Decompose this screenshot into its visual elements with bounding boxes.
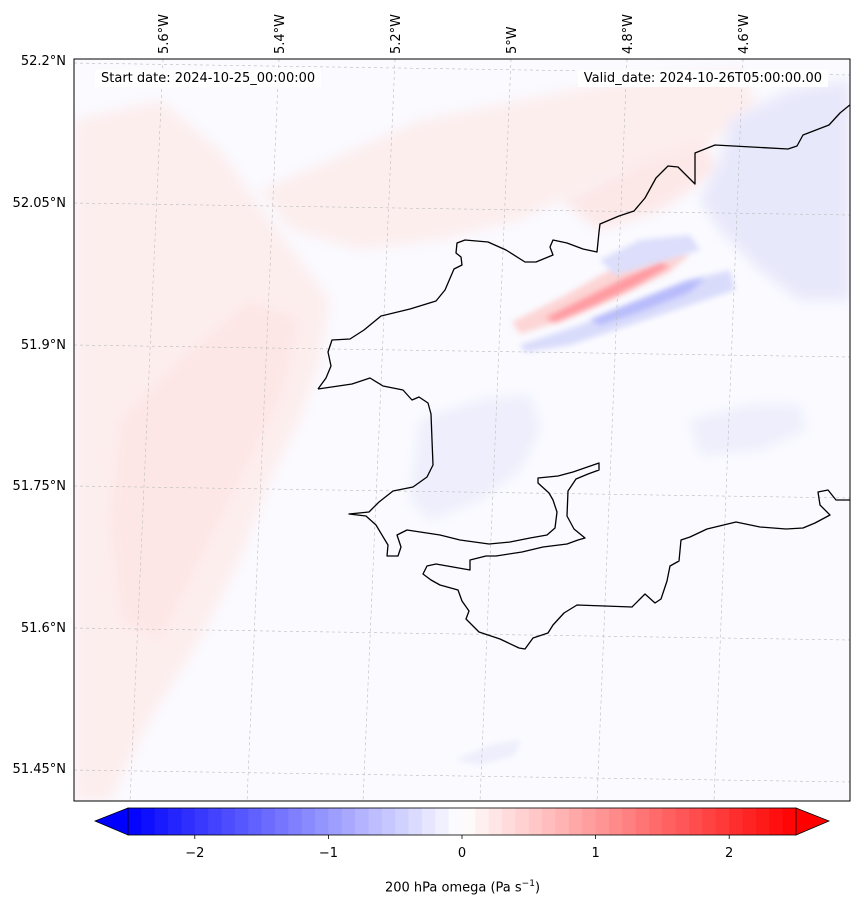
- start-date-label: Start date: 2024-10-25_00:00:00: [95, 70, 322, 87]
- field-negative-south: [455, 740, 520, 765]
- colorbar-bin: [502, 808, 517, 835]
- colorbar-bin: [448, 808, 463, 835]
- field-negative-east: [690, 405, 805, 455]
- field-couplet-negative-core: [590, 278, 705, 325]
- lat-label: 51.9°N: [21, 338, 66, 353]
- colorbar-bin: [568, 808, 583, 835]
- field-couplet-negative-upper: [600, 235, 700, 275]
- field-couplet-positive-core: [545, 262, 670, 322]
- colorbar-bin: [475, 808, 490, 835]
- colorbar-bin: [702, 808, 717, 835]
- colorbar-tick-label: 2: [725, 846, 733, 861]
- colorbar-bin: [355, 808, 370, 835]
- colorbar-bin: [782, 808, 797, 835]
- colorbar-bin: [462, 808, 476, 835]
- colorbar-bin: [181, 808, 196, 835]
- colorbar-bin: [208, 808, 223, 835]
- colorbar-bin: [608, 808, 623, 835]
- colorbar-bin: [528, 808, 543, 835]
- colorbar: −2 −1 0 1 2: [93, 807, 831, 861]
- colorbar-label-close: ): [534, 880, 541, 896]
- colorbar-tick-label: 1: [591, 846, 599, 861]
- colorbar-bin: [582, 808, 597, 835]
- colorbar-bin: [622, 808, 637, 835]
- colorbar-bin: [515, 808, 530, 835]
- colorbar-bin: [635, 808, 650, 835]
- colorbar-bin: [274, 808, 289, 835]
- colorbar-tick-label: −2: [185, 846, 204, 861]
- colorbar-bin: [395, 808, 410, 835]
- colorbar-bin: [368, 808, 383, 835]
- colorbar-bin: [488, 808, 503, 835]
- lat-label: 51.45°N: [13, 762, 66, 777]
- colorbar-bin: [662, 808, 677, 835]
- lat-label: 51.6°N: [21, 621, 66, 636]
- valid-date-label: Valid_date: 2024-10-26T05:00:00.00: [577, 70, 828, 87]
- colorbar-bin: [301, 808, 316, 835]
- colorbar-bin: [542, 808, 557, 835]
- field-negative-ne: [700, 80, 850, 300]
- coastline: [317, 103, 850, 650]
- colorbar-bin: [154, 808, 169, 835]
- field-negative-central: [410, 395, 540, 520]
- colorbar-arrow-high: [795, 807, 831, 836]
- coastline-north: [317, 103, 850, 390]
- colorbar-bin: [234, 808, 249, 835]
- colorbar-bin: [194, 808, 209, 835]
- colorbar-label-text: 200 hPa omega (Pa s: [384, 880, 522, 896]
- colorbar-bin: [221, 808, 236, 835]
- colorbar-bin: [381, 808, 396, 835]
- colorbar-bin: [649, 808, 663, 835]
- lon-label: 4.8°W: [621, 14, 636, 54]
- colorbar-bin: [408, 808, 423, 835]
- map-frame: [73, 58, 851, 802]
- colorbar-tick-label: −1: [319, 846, 338, 861]
- colorbar-bin: [261, 808, 276, 835]
- map-panel: [74, 59, 850, 801]
- colorbar-tick-label: 0: [458, 846, 466, 861]
- field-positive-north: [260, 70, 760, 250]
- graticule: [74, 59, 850, 801]
- colorbar-bin: [769, 808, 784, 835]
- colorbar-bin: [168, 808, 183, 835]
- colorbar-label-exponent: −1: [521, 879, 535, 889]
- colorbar-bin: [341, 808, 356, 835]
- lat-label: 52.05°N: [13, 196, 66, 211]
- colorbar-bin: [715, 808, 730, 835]
- lat-label: 51.75°N: [13, 479, 66, 494]
- field-positive-west-core: [110, 300, 300, 640]
- colorbar-arrow-low: [93, 807, 129, 836]
- lon-label: 5.2°W: [389, 14, 404, 54]
- colorbar-bin: [675, 808, 690, 835]
- colorbar-bin: [742, 808, 757, 835]
- colorbar-bin: [421, 808, 436, 835]
- coastline-south-west: [317, 377, 850, 650]
- colorbar-bin: [729, 808, 744, 835]
- colorbar-ticks: −2 −1 0 1 2: [185, 835, 733, 861]
- lat-label: 52.2°N: [21, 54, 66, 69]
- lon-labels: 5.6°W 5.4°W 5.2°W 5°W 4.8°W 4.6°W: [157, 14, 752, 54]
- colorbar-bin: [248, 808, 263, 835]
- lon-label: 5°W: [505, 26, 520, 54]
- colorbar-bin: [128, 808, 142, 835]
- lat-labels: 52.2°N 52.05°N 51.9°N 51.75°N 51.6°N 51.…: [13, 54, 66, 777]
- lon-label: 4.6°W: [737, 14, 752, 54]
- lon-label: 5.4°W: [273, 14, 288, 54]
- colorbar-bin: [141, 808, 156, 835]
- colorbar-bin: [755, 808, 770, 835]
- colorbar-bin: [435, 808, 450, 835]
- lon-label: 5.6°W: [157, 14, 172, 54]
- colorbar-bin: [315, 808, 329, 835]
- field-positive-ne: [560, 140, 720, 230]
- colorbar-bin: [328, 808, 343, 835]
- colorbar-bin: [555, 808, 570, 835]
- colorbar-bin: [288, 808, 303, 835]
- colorbar-bin: [595, 808, 610, 835]
- colorbar-label: 200 hPa omega (Pa s−1): [0, 879, 859, 895]
- colorbar-bin: [689, 808, 704, 835]
